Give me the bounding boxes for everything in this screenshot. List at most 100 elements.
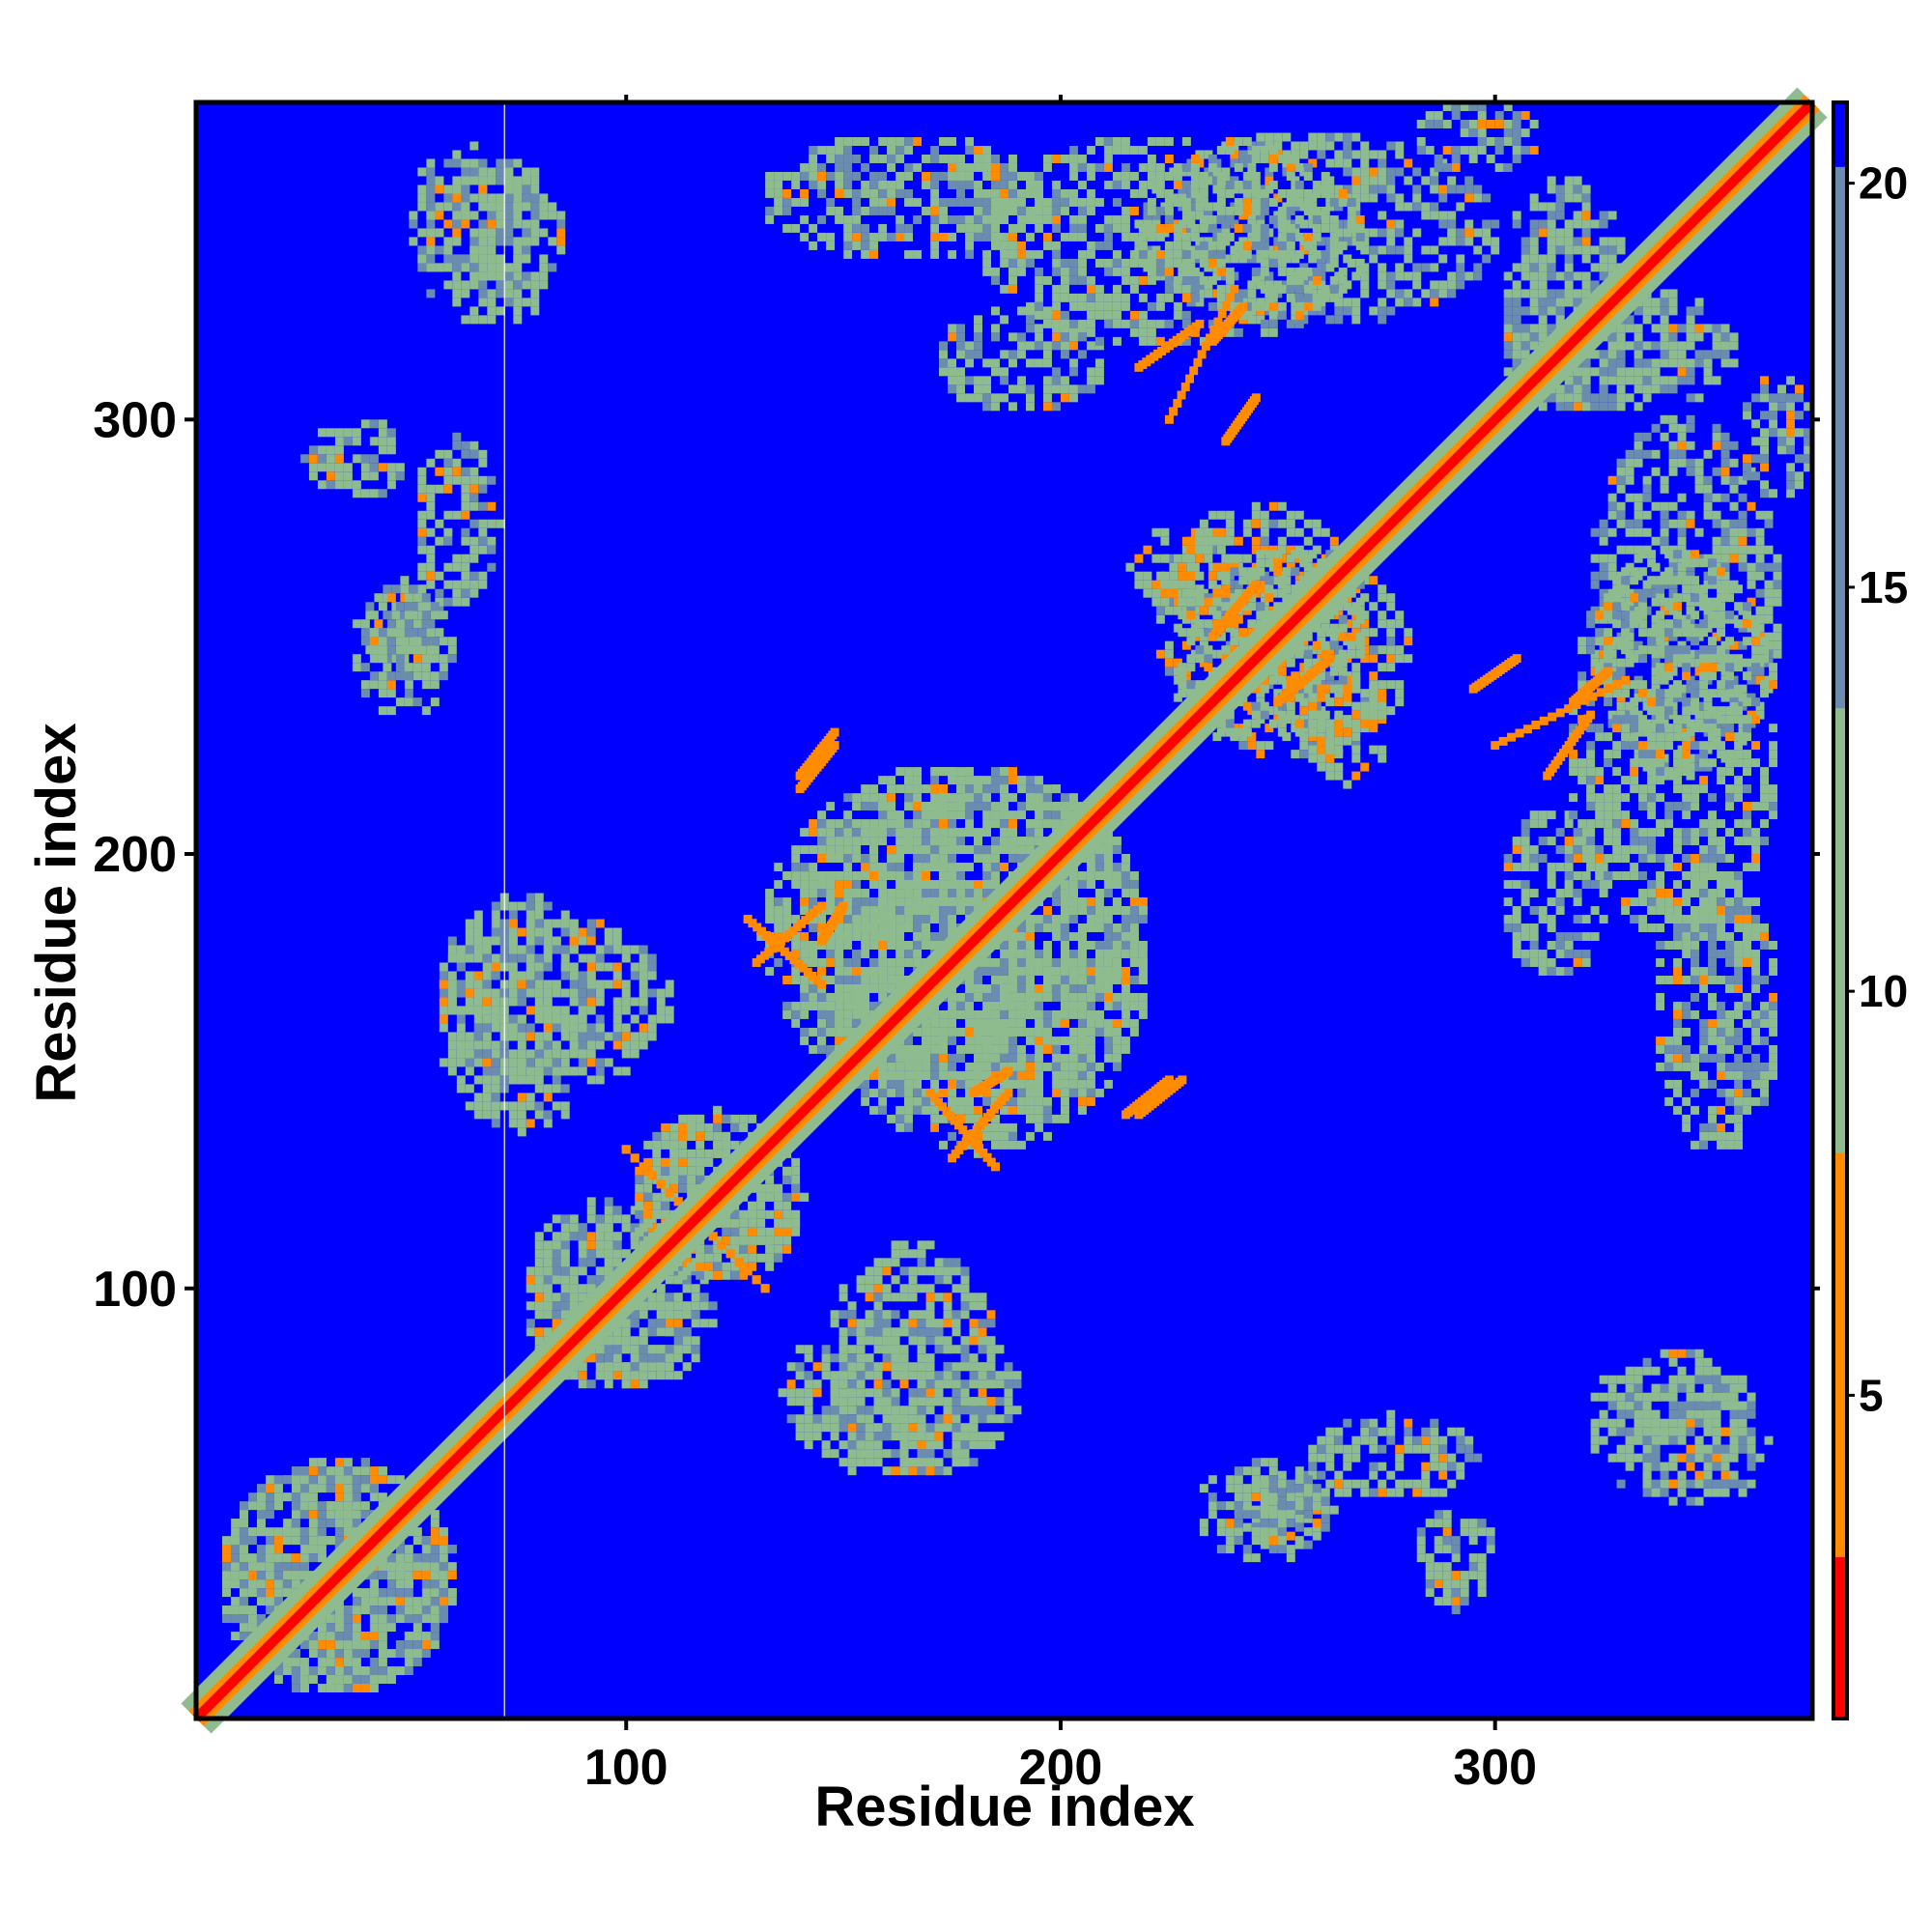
contact-cell (882, 1406, 892, 1415)
contact-cell (404, 1605, 413, 1615)
contact-cell (1273, 193, 1283, 203)
contact-cell (1221, 141, 1231, 151)
contact-cell (847, 1310, 857, 1320)
contact-cell (1738, 693, 1747, 702)
contact-cell (1482, 219, 1492, 229)
contact-cell (691, 1301, 700, 1311)
contact-cell (1386, 280, 1396, 290)
contact-cell (560, 962, 570, 972)
contact-cell (1247, 706, 1257, 716)
contact-cell (1308, 306, 1318, 316)
contact-cell (1764, 614, 1774, 624)
contact-cell (604, 927, 613, 937)
contact-cell (1025, 341, 1035, 351)
contact-cell (952, 1379, 961, 1389)
contact-cell (1660, 527, 1669, 537)
contact-cell (569, 1284, 579, 1293)
contact-cell (1273, 706, 1283, 716)
contact-cell (1734, 957, 1744, 967)
contact-cell (1221, 584, 1231, 594)
contact-cell (882, 1258, 892, 1267)
contact-cell (291, 1658, 300, 1667)
contact-cell (1347, 649, 1356, 659)
contact-cell (404, 1562, 413, 1572)
contact-cell (1734, 1088, 1744, 1097)
contact-cell (1256, 202, 1265, 212)
contact-cell (1225, 527, 1235, 537)
contact-cell (1395, 619, 1405, 629)
contact-cell (665, 1275, 674, 1285)
contact-cell (1717, 1009, 1726, 1019)
contact-cell (334, 1527, 344, 1537)
contact-cell (1334, 306, 1344, 316)
contact-cell (843, 162, 853, 172)
contact-cell (691, 1293, 700, 1302)
contact-cell (595, 988, 605, 998)
contact-cell (1729, 1435, 1739, 1445)
contact-cell (639, 1301, 648, 1311)
contact-cell (1238, 567, 1248, 577)
contact-cell (1317, 132, 1326, 142)
contact-cell (843, 145, 853, 155)
contact-cell (1230, 619, 1239, 629)
contact-cell (1607, 606, 1617, 615)
contact-cell (691, 1266, 700, 1276)
contact-cell (865, 1293, 874, 1302)
contact-cell (1760, 1062, 1770, 1071)
contact-cell (1247, 619, 1257, 629)
contact-cell (360, 1666, 370, 1676)
contact-cell (1355, 597, 1365, 607)
contact-cell (1208, 667, 1217, 676)
contact-cell (612, 1032, 622, 1041)
contact-cell (1760, 941, 1770, 950)
contact-cell (1712, 710, 1721, 720)
contact-cell (821, 1449, 831, 1459)
contact-cell (326, 454, 335, 464)
contact-cell (917, 1440, 926, 1450)
contact-cell (965, 145, 974, 155)
contact-cell (1599, 519, 1608, 528)
contact-cell (543, 980, 553, 989)
contact-cell (1334, 1470, 1344, 1480)
contact-cell (1442, 1519, 1452, 1528)
contact-cell (291, 1501, 300, 1511)
contact-cell (1703, 597, 1713, 607)
contact-cell (925, 1301, 935, 1311)
contact-cell (543, 901, 553, 911)
contact-cell (404, 1588, 413, 1598)
contact-cell (291, 1649, 300, 1659)
contact-cell (1694, 632, 1704, 641)
contact-cell (1747, 527, 1756, 537)
contact-cell (835, 206, 844, 215)
contact-cell (508, 953, 518, 963)
contact-cell (1008, 350, 1017, 359)
contact-cell (1312, 562, 1321, 572)
contact-cell (878, 154, 888, 163)
contact-cell (299, 1562, 309, 1572)
contact-cell (1677, 1418, 1687, 1428)
contact-cell (1529, 854, 1539, 864)
contact-cell (1308, 141, 1318, 151)
contact-cell (221, 1562, 231, 1572)
contact-cell (1264, 550, 1274, 559)
contact-cell (430, 1536, 440, 1546)
contact-cell (412, 1640, 422, 1650)
contact-cell (682, 1266, 692, 1276)
contact-cell (360, 1588, 370, 1598)
contact-cell (1317, 628, 1326, 638)
contact-cell (1199, 606, 1208, 615)
contact-cell (939, 367, 949, 377)
contact-cell (939, 358, 949, 368)
contact-cell (1686, 554, 1695, 563)
contact-cell (1369, 602, 1378, 611)
contact-cell (1651, 588, 1661, 598)
contact-cell (395, 1571, 405, 1580)
contact-cell (982, 384, 991, 394)
contact-cell (1451, 1579, 1461, 1589)
contact-cell (1378, 584, 1387, 594)
contact-cell (435, 628, 444, 638)
contact-cell (1769, 1044, 1777, 1054)
contact-cell (1360, 150, 1370, 159)
contact-cell (952, 1345, 961, 1354)
contact-cell (1291, 271, 1300, 281)
